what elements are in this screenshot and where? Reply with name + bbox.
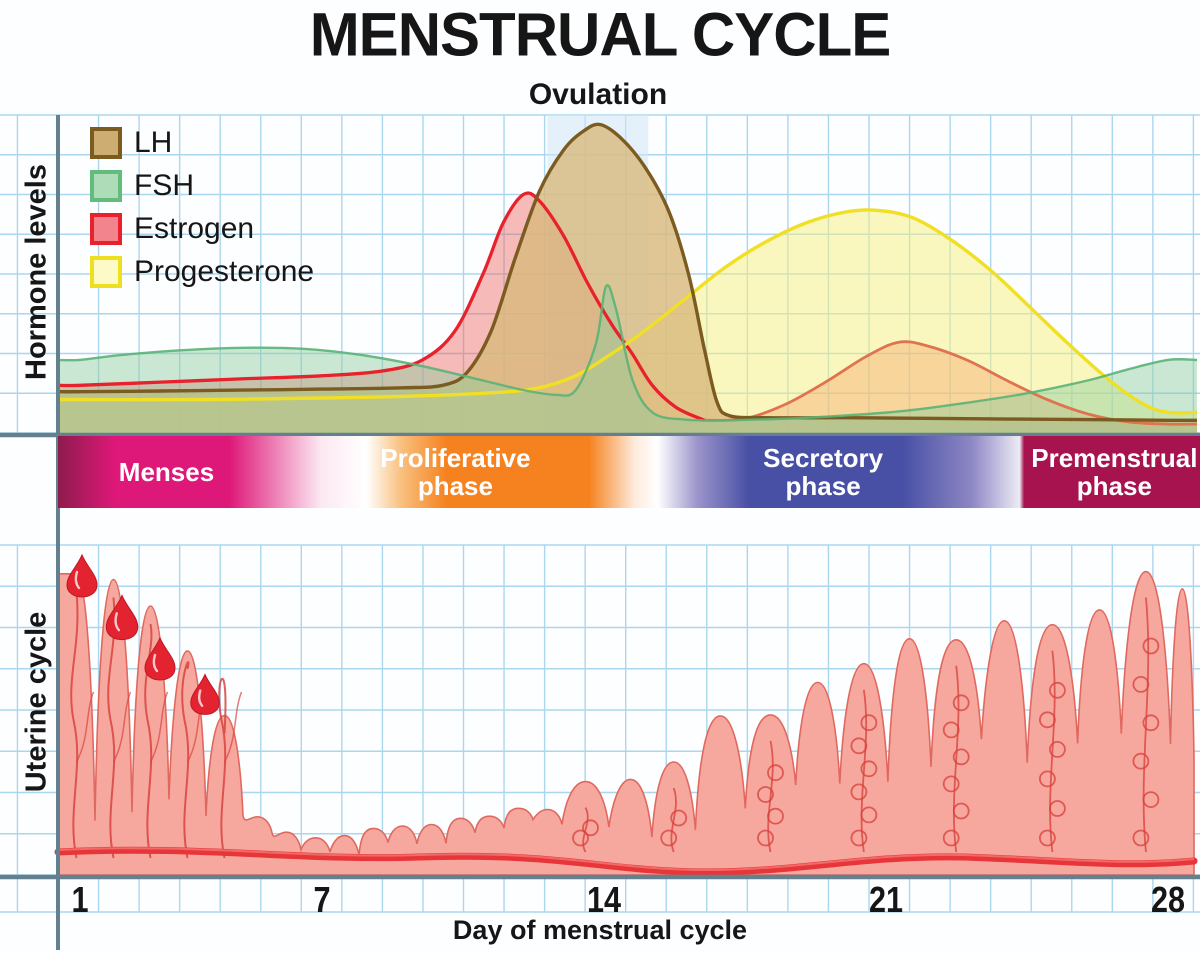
x-tick-day-14: 14 — [586, 879, 621, 920]
spiral-artery-coil — [860, 714, 878, 732]
spiral-artery — [1142, 597, 1150, 853]
spiral-artery-coil — [860, 760, 878, 778]
page-title: MENSTRUAL CYCLE — [309, 0, 892, 69]
spiral-artery — [1049, 650, 1056, 853]
spiral-artery — [767, 740, 774, 853]
x-axis-label: Day of menstrual cycle — [452, 915, 748, 945]
spiral-artery-coil — [1039, 829, 1056, 847]
spiral-artery-coil — [572, 829, 589, 847]
spiral-artery-coil — [767, 807, 784, 825]
spiral-artery-coil — [952, 694, 970, 712]
spiral-artery-coil — [952, 802, 970, 820]
spiral-artery-coil — [757, 786, 774, 803]
legend-label: Progesterone — [134, 255, 315, 288]
estrogen-curve — [57, 191, 706, 422]
blood-drop — [66, 553, 98, 598]
spiral-artery-coil — [850, 829, 868, 847]
spiral-artery-coil — [1142, 791, 1160, 808]
menses-vessel — [70, 591, 79, 859]
spiral-artery-coil — [1132, 829, 1150, 847]
progesterone-curve — [58, 208, 1198, 415]
legend-label: LH — [134, 126, 173, 159]
x-tick-day-28: 28 — [1151, 879, 1186, 920]
lh-swatch-icon — [90, 126, 122, 159]
spiral-artery-coil — [1142, 714, 1160, 732]
lh-area — [58, 124, 1197, 434]
legend-item-progesterone: Progesterone — [90, 255, 315, 288]
x-tick-day-1: 1 — [71, 879, 89, 920]
cycle-phase-band: Menses Proliferative phase Secretory phase Pr… — [58, 436, 1200, 508]
legend-label: FSH — [134, 169, 194, 202]
endometrium — [57, 570, 1195, 876]
phase-label-premenstrual: Premenstrual phase — [1031, 442, 1198, 501]
progesterone-area — [58, 209, 1197, 433]
ovulation-annotation: Ovulation — [528, 78, 668, 111]
spiral-artery — [670, 787, 677, 853]
spiral-artery-coil — [757, 829, 774, 847]
hormone-legend: LH FSH Estrogen Progesterone — [90, 126, 315, 299]
spiral-artery-coil — [952, 748, 970, 766]
spiral-artery-coil — [767, 764, 784, 782]
estrogen-swatch-icon — [90, 212, 122, 245]
legend-item-fsh: FSH — [90, 169, 314, 202]
spiral-artery-coil — [942, 775, 960, 793]
menses-vessel-branch — [223, 691, 243, 763]
legend-label: Estrogen — [134, 212, 255, 245]
legend-item-estrogen: Estrogen — [90, 212, 314, 245]
blood-drop-highlight — [197, 689, 204, 708]
menses-vessel — [181, 661, 190, 859]
spiral-artery-coil — [1049, 741, 1066, 758]
spiral-artery-coil — [1132, 752, 1150, 770]
blood-drop — [144, 636, 176, 681]
x-tick-day-21: 21 — [868, 879, 904, 920]
spiral-artery-coil — [1039, 711, 1056, 729]
blood-drop — [105, 594, 139, 640]
menses-vessel — [107, 597, 116, 859]
spiral-artery-coil — [1132, 676, 1150, 693]
spiral-artery — [860, 689, 868, 853]
blood-drop-highlight — [152, 653, 159, 673]
legend-item-lh: LH — [90, 126, 314, 159]
spiral-artery-coil — [660, 829, 678, 847]
spiral-artery-coil — [850, 783, 868, 801]
basal-layer-highlight — [57, 847, 1195, 872]
spiral-artery — [582, 807, 589, 853]
blood-drop — [190, 673, 220, 715]
fsh-swatch-icon — [90, 169, 122, 202]
menses-vessel-branch — [149, 691, 169, 763]
spiral-artery-coil — [582, 819, 599, 837]
spiral-artery-coil — [860, 806, 878, 824]
phase-label-menses: Menses — [118, 456, 215, 487]
spiral-artery-coil — [942, 829, 960, 847]
menses-vessel-branch — [112, 691, 132, 763]
progesterone-swatch-icon — [90, 255, 122, 288]
blood-drop-highlight — [74, 570, 81, 590]
spiral-artery — [952, 665, 960, 853]
phase-label-secretory: Secretory phase — [763, 442, 884, 501]
basal-layer-line — [54, 846, 1198, 876]
spiral-artery-coil — [1039, 770, 1056, 788]
spiral-artery-coil — [1049, 681, 1066, 699]
hormone-axis-label: Hormone levels — [20, 164, 53, 380]
menses-vessel — [144, 623, 153, 859]
spiral-artery-coil — [1142, 637, 1160, 655]
spiral-artery-coil — [942, 721, 960, 739]
menses-vessel-branch — [75, 691, 95, 763]
phase-label-proliferative: Proliferative phase — [380, 442, 531, 501]
spiral-artery-coil — [850, 737, 868, 755]
spiral-artery-coil — [670, 809, 688, 827]
spiral-artery-coil — [1049, 800, 1066, 817]
blood-drop-highlight — [114, 612, 121, 632]
lh-curve — [57, 122, 1198, 423]
menses-vessel — [218, 677, 227, 859]
uterine-axis-label: Uterine cycle — [20, 611, 53, 793]
x-tick-day-7: 7 — [313, 879, 331, 920]
fsh-curve — [57, 284, 1198, 422]
